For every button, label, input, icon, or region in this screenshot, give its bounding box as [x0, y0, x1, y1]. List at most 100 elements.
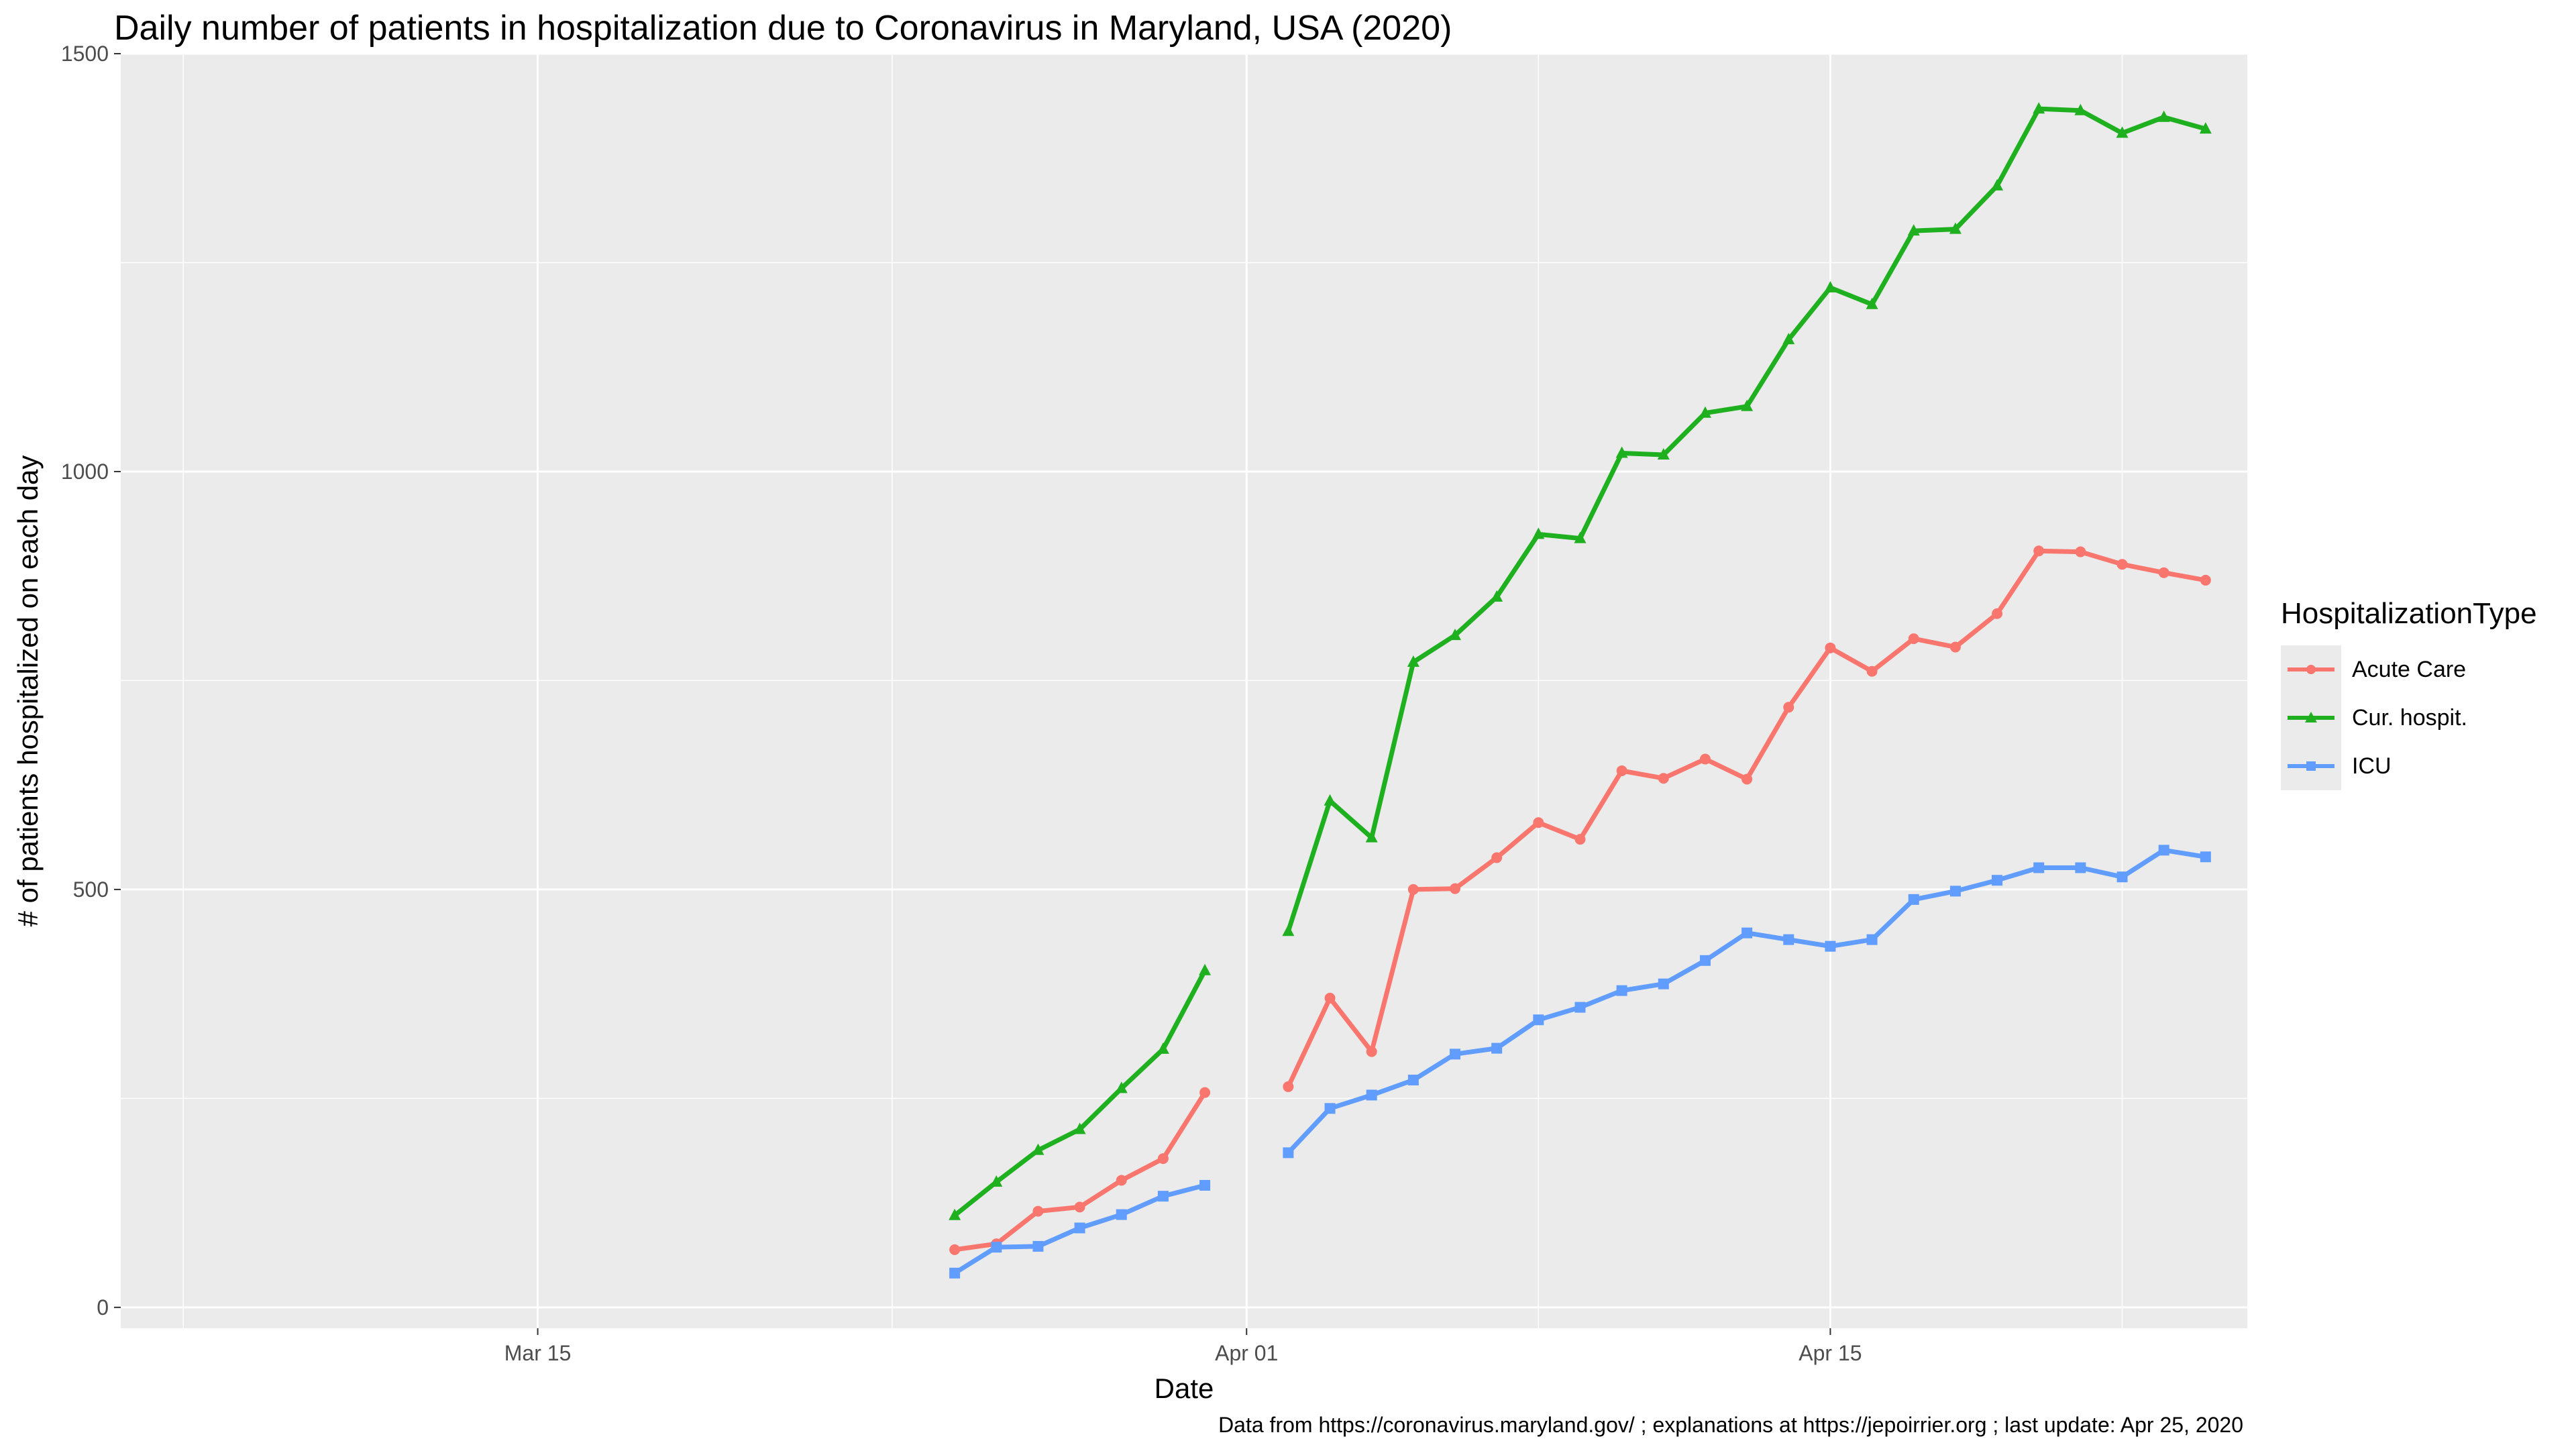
legend-item-cur-hospit: Cur. hospit. [2281, 694, 2537, 742]
data-point-acute-care [1450, 883, 1461, 894]
x-axis-title: Date [1155, 1373, 1214, 1404]
data-point-acute-care [1783, 702, 1794, 713]
data-point-acute-care [1116, 1175, 1127, 1186]
data-point-icu [1949, 885, 1961, 897]
data-point-acute-care [2075, 546, 2086, 557]
data-point-cur-hospit [1657, 448, 1670, 460]
data-point-cur-hospit [1032, 1143, 1044, 1155]
data-point-icu [1450, 1049, 1461, 1060]
data-point-icu [1283, 1147, 1294, 1159]
data-point-cur-hospit [1532, 527, 1545, 539]
y-tick-label: 0 [97, 1295, 109, 1320]
data-point-icu [1074, 1222, 1085, 1234]
chart-title: Daily number of patients in hospitalizat… [114, 9, 1452, 48]
data-point-acute-care [1992, 608, 2003, 619]
data-point-icu [991, 1242, 1002, 1253]
legend-label-icu: ICU [2352, 753, 2392, 779]
data-point-cur-hospit [1199, 963, 1212, 975]
y-tick-label: 500 [73, 877, 109, 902]
data-point-cur-hospit [1449, 629, 1462, 641]
data-point-cur-hospit [1282, 924, 1295, 936]
data-point-acute-care [1283, 1081, 1294, 1092]
data-point-acute-care [1157, 1153, 1169, 1165]
data-point-icu [1783, 934, 1794, 945]
data-point-cur-hospit [1073, 1122, 1086, 1134]
data-point-cur-hospit [1991, 178, 2004, 191]
data-point-cur-hospit [949, 1208, 961, 1220]
data-point-cur-hospit [1574, 531, 1587, 543]
data-point-cur-hospit [990, 1175, 1003, 1187]
data-point-icu [2158, 845, 2169, 856]
data-point-cur-hospit [1115, 1081, 1128, 1093]
major-gridlines [121, 52, 2247, 1328]
data-point-cur-hospit [1615, 446, 1628, 458]
data-point-acute-care [1658, 773, 1669, 784]
data-point-icu [1407, 1074, 1419, 1085]
data-point-icu [1116, 1209, 1127, 1220]
data-point-acute-care [2200, 574, 2211, 586]
data-point-cur-hospit [2116, 126, 2129, 138]
data-point-cur-hospit [1491, 590, 1503, 602]
data-point-acute-care [2033, 545, 2045, 557]
data-point-cur-hospit [1407, 655, 1419, 667]
series-layer [949, 102, 2212, 1279]
data-point-acute-care [1199, 1087, 1211, 1098]
data-point-icu [1574, 1002, 1586, 1013]
legend-label-acute-care: Acute Care [2352, 656, 2467, 682]
data-point-cur-hospit [2199, 122, 2212, 134]
data-point-cur-hospit [1365, 830, 1378, 843]
data-point-cur-hospit [2157, 110, 2170, 122]
data-point-icu [1658, 978, 1669, 989]
legend-label-cur-hospit: Cur. hospit. [2352, 704, 2467, 731]
data-point-icu [1199, 1179, 1211, 1191]
legend-key-cur-hospit [2281, 694, 2341, 742]
x-tick-label: Mar 15 [504, 1341, 572, 1365]
legend: HospitalizationType Acute Care Cur. hosp… [2281, 597, 2537, 790]
data-point-icu [1741, 927, 1753, 938]
data-point-cur-hospit [1824, 280, 1837, 292]
data-point-acute-care [1574, 834, 1586, 845]
data-point-acute-care [2158, 567, 2169, 578]
data-point-acute-care [1407, 883, 1419, 895]
data-point-icu [1992, 875, 2003, 886]
chart-caption: Data from https://coronavirus.maryland.g… [1218, 1413, 2243, 1437]
data-point-acute-care [1699, 753, 1711, 765]
data-point-icu [2075, 862, 2086, 873]
plot-panel [121, 54, 2247, 1328]
data-point-cur-hospit [1699, 406, 1711, 418]
data-point-cur-hospit [1324, 794, 1336, 806]
data-point-icu [949, 1267, 961, 1279]
data-point-icu [2033, 862, 2045, 873]
x-tick-label: Apr 01 [1215, 1341, 1278, 1365]
data-point-acute-care [1074, 1201, 1085, 1213]
data-point-acute-care [1949, 641, 1961, 653]
data-point-cur-hospit [1741, 399, 1754, 411]
data-point-acute-care [1533, 817, 1544, 828]
data-point-icu [1157, 1191, 1169, 1202]
data-point-icu [1699, 955, 1711, 966]
data-point-acute-care [1032, 1205, 1044, 1217]
data-point-icu [1908, 894, 1919, 905]
data-point-icu [1533, 1014, 1544, 1026]
data-point-acute-care [1866, 665, 1878, 677]
data-point-cur-hospit [1949, 222, 1962, 234]
data-point-acute-care [1324, 992, 1336, 1004]
data-point-acute-care [1741, 773, 1753, 785]
legend-key-acute-care [2281, 645, 2341, 694]
data-point-icu [1825, 941, 1836, 952]
data-point-icu [1032, 1240, 1044, 1252]
data-point-acute-care [1616, 765, 1627, 776]
legend-item-icu: ICU [2281, 742, 2537, 790]
x-tick-label: Apr 15 [1799, 1341, 1862, 1365]
data-point-cur-hospit [2074, 103, 2087, 115]
data-point-acute-care [1825, 642, 1836, 653]
data-point-icu [1491, 1042, 1503, 1054]
minor-gridlines [121, 54, 2247, 1328]
data-point-icu [1324, 1103, 1336, 1114]
data-point-cur-hospit [1782, 333, 1795, 345]
data-point-cur-hospit [1907, 224, 1920, 236]
data-point-acute-care [949, 1244, 961, 1255]
data-point-icu [2200, 851, 2211, 863]
y-tick-label: 1000 [61, 460, 109, 484]
